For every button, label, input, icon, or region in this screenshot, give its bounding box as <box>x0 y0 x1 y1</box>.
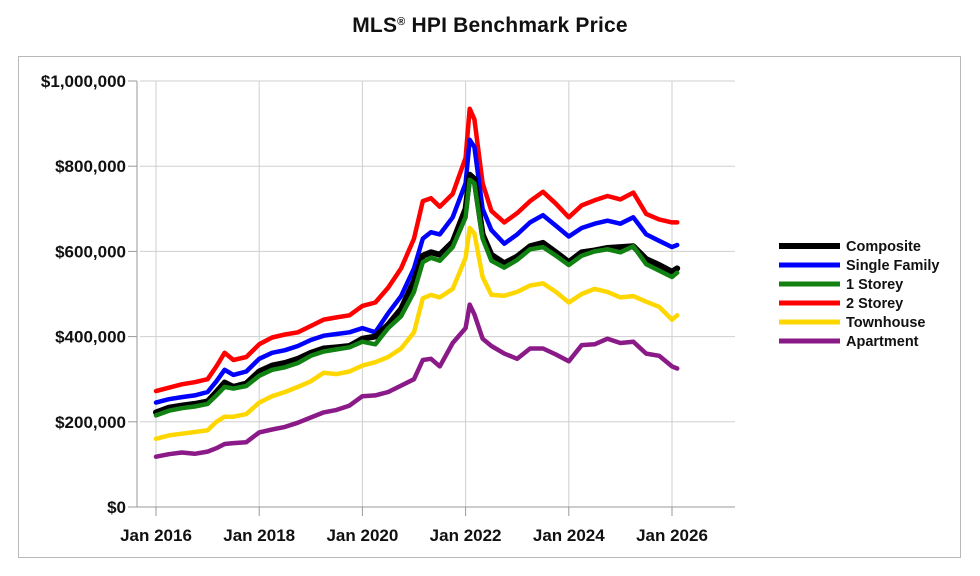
axes <box>128 81 735 508</box>
x-tick-label: Jan 2026 <box>636 526 708 545</box>
y-tick-label: $200,000 <box>55 413 126 432</box>
y-tick-label: $400,000 <box>55 328 126 347</box>
x-tick-label: Jan 2016 <box>120 526 192 545</box>
legend-label: 1 Storey <box>846 277 903 293</box>
x-tick-label: Jan 2020 <box>326 526 398 545</box>
legend-label: Single Family <box>846 258 939 274</box>
legend-label: Apartment <box>846 334 919 350</box>
x-axis-ticks: Jan 2016 Jan 2018 Jan 2020 Jan 2022 Jan 2024… <box>120 507 708 545</box>
legend-label: Townhouse <box>846 315 925 331</box>
chart-frame <box>18 56 961 558</box>
title-registered-mark: ® <box>397 16 406 28</box>
legend-label: 2 Storey <box>846 296 903 312</box>
x-tick-label: Jan 2024 <box>533 526 605 545</box>
x-tick-label: Jan 2022 <box>430 526 502 545</box>
series-line-1-storey <box>153 177 680 418</box>
legend: Composite Single Family 1 Storey 2 Storey To… <box>779 239 939 350</box>
title-main: MLS <box>352 14 398 37</box>
legend-item-2-storey: 2 Storey <box>779 296 903 312</box>
y-axis-ticks: $0 $200,000 $400,000 $600,000 $800,000 $1,000… <box>41 72 137 517</box>
x-tick-label: Jan 2018 <box>223 526 295 545</box>
legend-item-composite: Composite <box>779 239 921 255</box>
series-line-townhouse <box>153 225 680 442</box>
title-rest: HPI Benchmark Price <box>405 14 628 37</box>
y-tick-label: $600,000 <box>55 242 126 261</box>
legend-label: Composite <box>846 239 921 255</box>
legend-item-apartment: Apartment <box>779 334 919 350</box>
series-line-2-storey <box>153 106 680 394</box>
legend-item-townhouse: Townhouse <box>779 315 925 331</box>
y-tick-label: $1,000,000 <box>41 72 126 91</box>
series-line-apartment <box>153 302 680 459</box>
series-lines <box>153 106 681 459</box>
y-tick-label: $800,000 <box>55 157 126 176</box>
gridlines <box>140 80 735 507</box>
legend-item-single-family: Single Family <box>779 258 939 274</box>
series-line-single-family <box>153 137 680 405</box>
chart-title: MLS® HPI Benchmark Price <box>0 14 980 38</box>
legend-item-1-storey: 1 Storey <box>779 277 903 293</box>
y-tick-label: $0 <box>107 498 126 517</box>
